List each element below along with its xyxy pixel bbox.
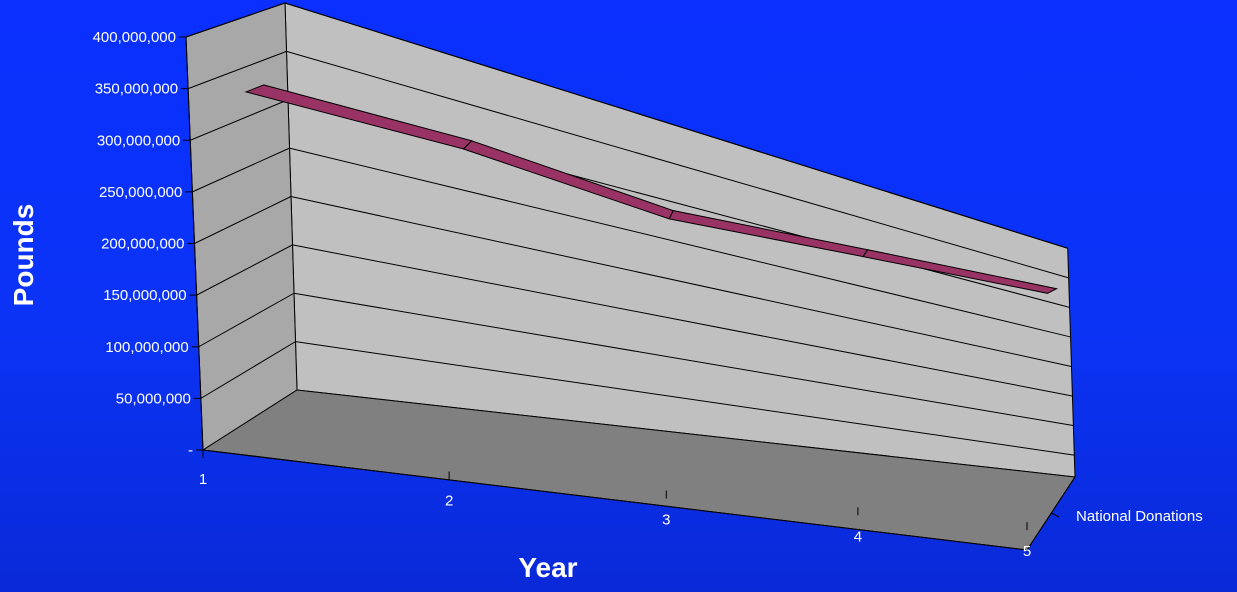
- y-tick-label: 150,000,000: [103, 287, 186, 304]
- depth-tick: [1050, 512, 1060, 518]
- y-axis-title: Pounds: [8, 204, 39, 307]
- side-wall: [185, 2, 298, 451]
- side-gridline: [198, 292, 295, 348]
- x-axis-line: [202, 449, 1028, 551]
- gridline: [293, 292, 1074, 427]
- series-segment: [862, 249, 1059, 294]
- series-ribbon: [244, 84, 1059, 294]
- x-tick-label: 3: [662, 512, 670, 529]
- x-tick-label: 2: [445, 493, 453, 510]
- y-tick-label: 400,000,000: [93, 29, 176, 46]
- y-tick-label: 200,000,000: [101, 236, 184, 253]
- y-tick-label: 100,000,000: [105, 339, 188, 356]
- x-tick-labels: 1 2 3 4 5: [199, 471, 1031, 560]
- side-gridline: [194, 196, 292, 244]
- x-tick-label: 5: [1023, 543, 1031, 560]
- gridlines: [185, 2, 1075, 456]
- gridline: [295, 341, 1075, 456]
- side-gridline: [190, 99, 289, 141]
- gridline: [284, 2, 1068, 249]
- side-gridline: [192, 147, 290, 193]
- y-tick-label: 300,000,000: [97, 132, 180, 149]
- y-tick-label: -: [188, 442, 193, 459]
- side-gridline: [200, 341, 296, 399]
- x-tick-label: 4: [854, 528, 862, 545]
- y-tick-label: 50,000,000: [116, 390, 191, 407]
- chart-walls: [185, 2, 1076, 551]
- x-tick-label: 1: [199, 471, 207, 488]
- x-axis-title: Year: [518, 552, 577, 583]
- side-gridline: [187, 50, 287, 90]
- axes: [179, 36, 1076, 551]
- y-axis-line: [185, 36, 204, 451]
- y-tick-label: 250,000,000: [99, 184, 182, 201]
- gridline: [286, 50, 1069, 279]
- y-tick-labels: - 50,000,000 100,000,000 150,000,000 200,000…: [93, 29, 193, 459]
- side-gridline: [196, 244, 293, 296]
- gridline: [289, 147, 1071, 338]
- y-tick-label: 350,000,000: [95, 81, 178, 98]
- gridline: [290, 196, 1072, 367]
- series-depth-label: National Donations: [1076, 508, 1203, 525]
- side-gridline: [185, 2, 286, 38]
- gridline: [292, 244, 1073, 397]
